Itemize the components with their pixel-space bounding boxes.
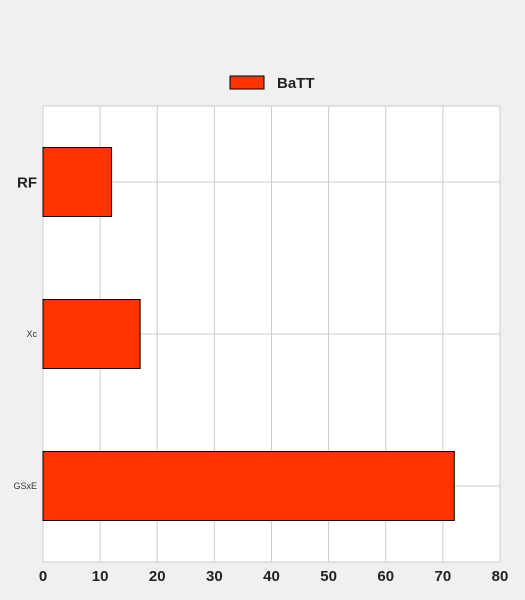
y-axis-labels: RF Xc GSxE <box>13 174 37 491</box>
x-tick-label-70: 70 <box>435 568 452 585</box>
bar-rf <box>42 147 113 217</box>
y-tick-label-rf: RF <box>17 174 37 191</box>
bar-xc <box>42 299 141 369</box>
legend: BaTT <box>229 75 315 92</box>
legend-swatch-batt <box>229 75 265 90</box>
x-tick-label-0: 0 <box>39 568 47 585</box>
legend-label-batt: BaTT <box>277 75 315 92</box>
x-tick-label-60: 60 <box>377 568 394 585</box>
y-tick-label-xc: Xc <box>26 329 37 339</box>
x-tick-label-50: 50 <box>320 568 337 585</box>
x-tick-label-10: 10 <box>92 568 109 585</box>
bar-gsxe <box>42 451 455 521</box>
x-tick-label-30: 30 <box>206 568 223 585</box>
x-tick-label-40: 40 <box>263 568 280 585</box>
x-axis-labels: 0 10 20 30 40 50 60 70 80 <box>39 568 509 585</box>
bars <box>42 147 455 521</box>
y-tick-label-gsxe: GSxE <box>13 481 37 491</box>
x-tick-label-20: 20 <box>149 568 166 585</box>
x-tick-label-80: 80 <box>492 568 509 585</box>
